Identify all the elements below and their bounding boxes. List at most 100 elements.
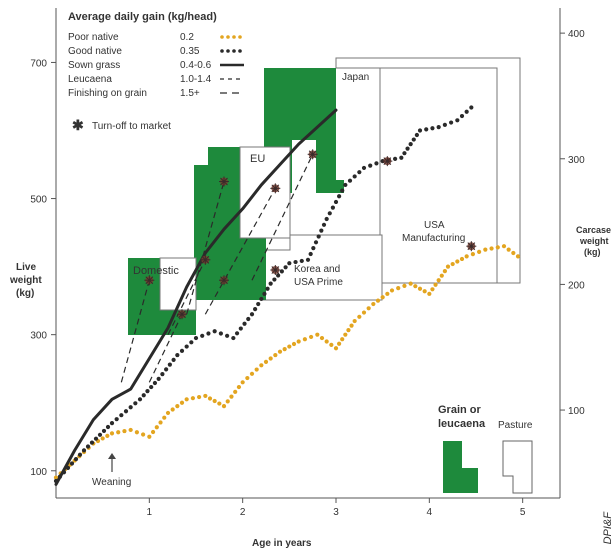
- series-point: [411, 137, 416, 142]
- legend-rate: 0.2: [180, 32, 194, 43]
- series-point: [167, 362, 172, 367]
- series-point: [81, 448, 87, 453]
- series-point: [417, 286, 423, 291]
- turnoff-marker: [270, 265, 281, 276]
- series-point: [455, 118, 460, 123]
- turnoff-marker: [219, 176, 229, 187]
- series-point: [69, 461, 75, 466]
- legend-swatch-dot: [238, 49, 242, 53]
- series-layer: [53, 105, 521, 486]
- turnoff-marker: [270, 183, 281, 194]
- series-point: [128, 427, 133, 433]
- turnoff-star-arm: [220, 177, 228, 186]
- series-point: [469, 105, 474, 110]
- x-tick-label: 4: [427, 507, 433, 518]
- series-point: [337, 194, 342, 199]
- series-point: [430, 287, 435, 292]
- leucaena-dashed-line: [251, 154, 314, 281]
- region-label-usa-1: USA: [424, 220, 445, 231]
- region-label-korea-1: Korea and: [294, 264, 340, 275]
- y-right-tick-label: 400: [568, 29, 585, 40]
- series-point: [171, 357, 176, 362]
- turnoff-star-arm: [383, 157, 392, 166]
- series-point: [175, 352, 180, 358]
- series-good-native: [53, 105, 474, 484]
- ylabel-left-1: Live: [16, 262, 36, 273]
- ylabel-right-1: Carcase: [576, 225, 611, 235]
- y-left-tick-label: 100: [30, 467, 47, 478]
- region-eu-white: [239, 146, 291, 239]
- series-point: [313, 240, 319, 245]
- series-point: [450, 261, 455, 267]
- series-point: [249, 371, 255, 376]
- legend-swatch-dot: [226, 35, 230, 39]
- series-point: [105, 424, 111, 430]
- series-point: [160, 372, 165, 377]
- series-point: [347, 178, 353, 183]
- series-point: [152, 380, 158, 386]
- series-point: [305, 257, 311, 262]
- region-label-japan: Japan: [342, 72, 369, 83]
- series-point: [122, 428, 127, 434]
- series-point: [217, 401, 222, 406]
- series-point: [361, 310, 367, 315]
- series-point: [268, 281, 273, 286]
- weaning-marker: Weaning: [92, 453, 131, 488]
- series-point: [329, 342, 334, 347]
- series-point: [128, 405, 133, 410]
- series-point: [436, 124, 441, 130]
- series-point: [197, 394, 202, 400]
- legend: Average daily gain (kg/head) Poor native…: [68, 11, 244, 133]
- turnoff-marker-icon: ✱: [72, 117, 84, 133]
- series-point: [506, 247, 511, 252]
- series-point: [97, 432, 103, 437]
- series-point: [212, 329, 217, 334]
- series-point: [179, 400, 185, 405]
- series-point: [427, 291, 432, 296]
- turnoff-marker: [466, 241, 477, 252]
- series-point: [424, 127, 429, 132]
- series-point: [459, 256, 465, 262]
- series-point: [175, 404, 180, 409]
- series-point: [349, 323, 354, 328]
- series-point: [399, 155, 404, 160]
- series-point: [402, 151, 407, 156]
- series-point: [389, 288, 395, 293]
- series-point: [179, 348, 185, 353]
- series-point: [109, 431, 115, 436]
- series-point: [283, 265, 288, 270]
- series-point: [262, 291, 267, 296]
- y-left-tick-label: 700: [30, 58, 47, 69]
- series-point: [212, 398, 217, 404]
- series-point: [340, 188, 345, 193]
- series-point: [189, 340, 194, 345]
- series-point: [346, 328, 351, 333]
- series-point: [309, 334, 314, 340]
- series-point: [302, 337, 307, 342]
- series-point: [436, 278, 441, 283]
- ylabel-right-2: weight: [579, 236, 609, 246]
- series-point: [93, 436, 99, 441]
- series-sown-grass-line: [54, 108, 338, 486]
- series-point: [343, 182, 348, 188]
- weaning-label: Weaning: [92, 477, 131, 488]
- series-point: [459, 113, 465, 119]
- series-point: [276, 273, 281, 278]
- series-point: [417, 128, 423, 133]
- series-point: [259, 363, 264, 368]
- series-point: [114, 417, 119, 422]
- series-point: [133, 401, 138, 406]
- series-point: [375, 298, 381, 303]
- series-point: [141, 432, 146, 437]
- series-point: [430, 126, 435, 131]
- series-point: [200, 333, 205, 338]
- series-point: [442, 269, 447, 274]
- series-point: [240, 380, 245, 385]
- series-point: [296, 339, 301, 344]
- series-point: [73, 457, 79, 462]
- series-point: [464, 254, 469, 259]
- series-point: [501, 244, 507, 249]
- series-point: [77, 452, 83, 457]
- series-point: [357, 314, 362, 319]
- series-point: [287, 261, 292, 266]
